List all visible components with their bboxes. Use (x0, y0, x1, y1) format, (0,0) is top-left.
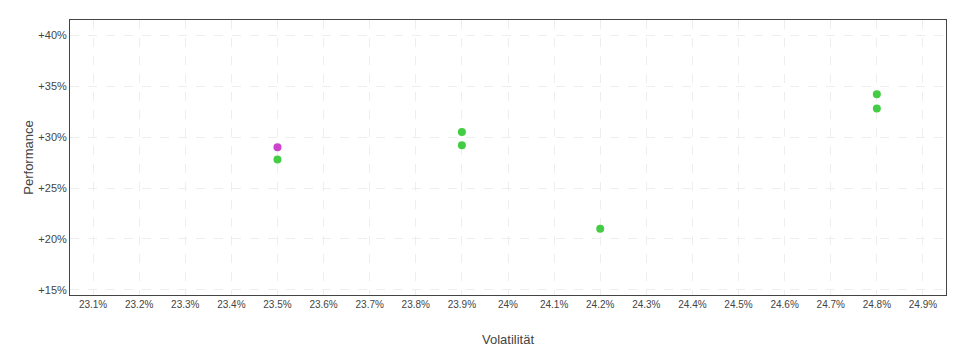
svg-text:Performance: Performance (21, 120, 36, 194)
svg-text:23.6%: 23.6% (309, 299, 337, 310)
svg-text:23.3%: 23.3% (171, 299, 199, 310)
svg-text:24.6%: 24.6% (770, 299, 798, 310)
svg-text:23.4%: 23.4% (217, 299, 245, 310)
svg-text:23.1%: 23.1% (79, 299, 107, 310)
svg-text:23.5%: 23.5% (263, 299, 291, 310)
svg-text:23.9%: 23.9% (448, 299, 476, 310)
svg-text:+25%: +25% (38, 182, 67, 194)
svg-text:24.3%: 24.3% (632, 299, 660, 310)
svg-text:+40%: +40% (38, 29, 67, 41)
svg-text:+35%: +35% (38, 80, 67, 92)
svg-text:24.1%: 24.1% (540, 299, 568, 310)
svg-text:23.8%: 23.8% (402, 299, 430, 310)
svg-text:+20%: +20% (38, 233, 67, 245)
svg-text:+30%: +30% (38, 131, 67, 143)
svg-text:23.7%: 23.7% (356, 299, 384, 310)
svg-text:24.2%: 24.2% (586, 299, 614, 310)
svg-text:23.2%: 23.2% (125, 299, 153, 310)
svg-text:Volatilität: Volatilität (482, 332, 534, 347)
svg-text:24.5%: 24.5% (724, 299, 752, 310)
svg-text:+15%: +15% (38, 284, 67, 296)
svg-text:24.9%: 24.9% (909, 299, 937, 310)
svg-text:24.8%: 24.8% (863, 299, 891, 310)
svg-text:24%: 24% (498, 299, 518, 310)
svg-text:24.7%: 24.7% (817, 299, 845, 310)
svg-text:24.4%: 24.4% (678, 299, 706, 310)
